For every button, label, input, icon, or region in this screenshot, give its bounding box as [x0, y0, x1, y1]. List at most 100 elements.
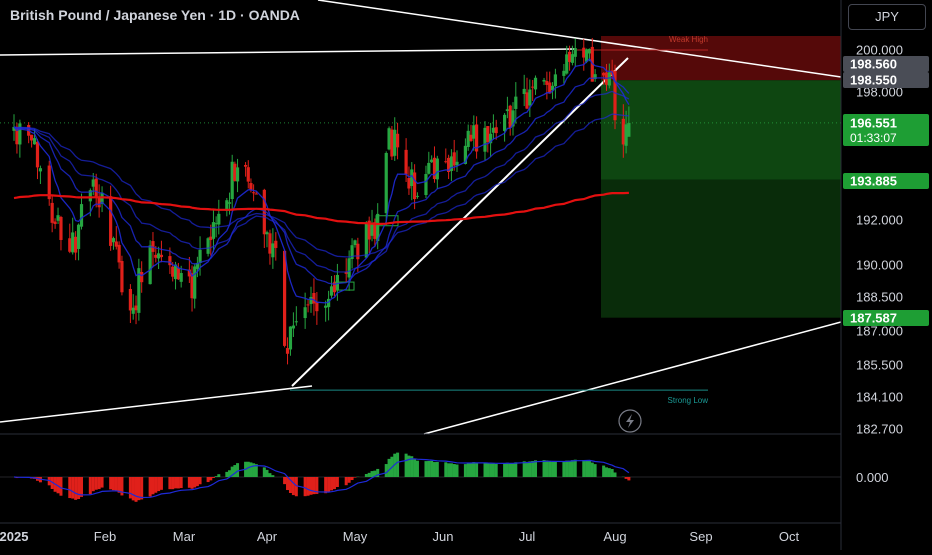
candle-body: [416, 196, 419, 197]
histogram-bar: [430, 461, 433, 477]
candle-body: [365, 222, 368, 257]
candle-body: [627, 123, 630, 137]
moving-averages: [14, 59, 629, 303]
candle-body: [149, 246, 152, 285]
candle-body: [545, 81, 548, 85]
histogram-bar: [268, 473, 271, 477]
histogram-bar: [307, 477, 310, 496]
histogram-bar: [324, 477, 327, 493]
histogram-bar: [368, 473, 371, 477]
histogram-bar: [495, 464, 498, 477]
candle-body: [356, 244, 359, 260]
histogram-bar: [336, 477, 339, 487]
histogram-bar: [545, 460, 548, 477]
price-tag-countdown: 01:33:07: [850, 131, 897, 145]
candle-body: [469, 135, 472, 141]
candle-body: [180, 273, 183, 282]
candle-body: [562, 71, 565, 76]
candle-body: [393, 130, 396, 156]
histogram-bar: [109, 477, 112, 489]
indicator-zero-label: 0.000: [856, 470, 889, 485]
histogram-bar: [424, 461, 427, 477]
time-tick-label: Jul: [519, 529, 536, 544]
candle-body: [274, 241, 277, 248]
histogram-bar: [492, 464, 495, 477]
candle-body: [289, 327, 292, 350]
candle-body: [286, 348, 289, 354]
histogram-bar: [292, 477, 295, 495]
histogram-bar: [327, 477, 330, 492]
histogram-bar: [484, 463, 487, 477]
histogram-bar: [571, 460, 574, 477]
histogram-bar: [551, 462, 554, 477]
histogram-bar: [554, 462, 557, 477]
histogram-bar: [310, 477, 313, 495]
lightning-glyph: [626, 414, 634, 428]
candle-body: [608, 72, 611, 85]
candle-body: [486, 126, 489, 142]
candle-body: [304, 307, 307, 318]
histogram-bar: [444, 462, 447, 477]
candle-body: [568, 52, 571, 62]
price-tick-label: 190.000: [856, 258, 903, 273]
histogram-bar: [71, 477, 74, 499]
symbol-title: British Pound / Japanese Yen · 1D · OAND…: [10, 7, 300, 23]
histogram-bar: [385, 464, 388, 477]
histogram-bar: [602, 466, 605, 477]
histogram-bar: [217, 474, 220, 477]
histogram-bar: [196, 477, 199, 486]
histogram-bar: [151, 477, 154, 494]
histogram-bar: [543, 460, 546, 477]
candle-body: [255, 194, 258, 195]
histogram-bar: [188, 477, 191, 488]
histogram-bar: [233, 465, 236, 477]
candle-body: [413, 172, 416, 199]
candle-body: [177, 268, 180, 280]
histogram-bar: [585, 460, 588, 477]
level-annotation: Weak High: [669, 35, 708, 44]
candle-body: [206, 238, 209, 254]
histogram-bar: [625, 477, 628, 479]
candle-body: [324, 306, 327, 308]
histogram-bar: [506, 463, 509, 477]
histogram-bar: [588, 460, 591, 477]
sma-200-line: [14, 193, 629, 224]
histogram-bar: [212, 477, 215, 478]
histogram-bar: [286, 477, 289, 490]
histogram-bar: [98, 477, 101, 489]
histogram-bar: [472, 462, 475, 477]
price-tick-label: 185.500: [856, 358, 903, 373]
candle-body: [265, 232, 268, 234]
price-tick-label: 192.000: [856, 213, 903, 228]
histogram-bar: [225, 472, 228, 477]
histogram-bar: [80, 477, 83, 497]
histogram-bar: [371, 471, 374, 477]
candle-body: [95, 179, 98, 197]
histogram-bar: [112, 477, 115, 490]
candle-body: [198, 250, 201, 263]
candle-body: [244, 165, 247, 167]
candle-body: [436, 159, 439, 180]
ema-line: [14, 114, 629, 257]
candle-body: [404, 150, 407, 175]
histogram-bar: [95, 477, 98, 490]
histogram-bar: [101, 477, 104, 488]
candle-body: [236, 167, 239, 181]
histogram-bar: [180, 477, 183, 488]
histogram-bar: [503, 463, 506, 477]
candle-body: [387, 128, 390, 149]
candle-body: [315, 302, 318, 311]
histogram-bar: [464, 464, 467, 477]
histogram-bar: [627, 477, 630, 480]
candle-body: [80, 204, 83, 227]
histogram-bar: [236, 463, 239, 477]
candle-body: [48, 166, 51, 200]
histogram-bar: [263, 467, 266, 477]
candle-body: [157, 253, 160, 258]
histogram-bar: [199, 477, 202, 484]
level-annotation: Strong Low: [668, 396, 709, 405]
histogram-bar: [171, 477, 174, 489]
currency-button[interactable]: JPY: [848, 4, 926, 30]
